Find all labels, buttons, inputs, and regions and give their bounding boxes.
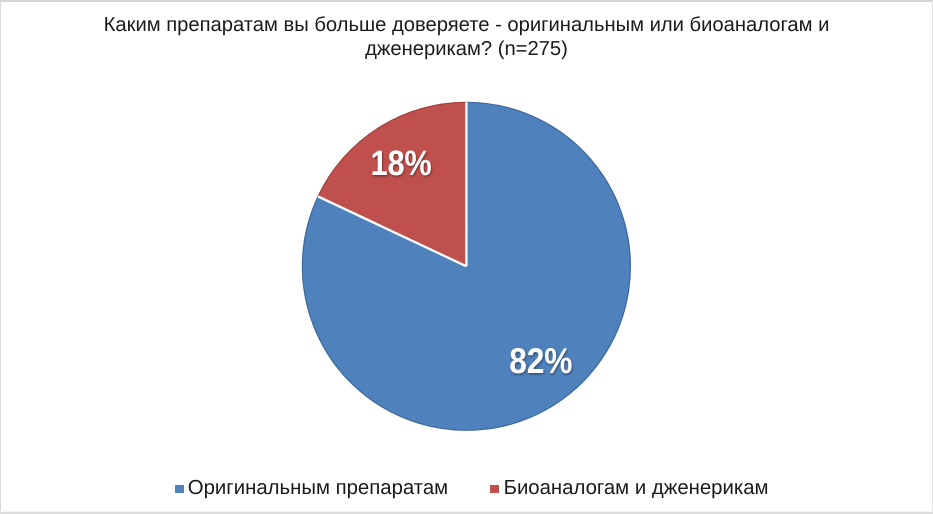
svg-text:18%: 18% [371,143,432,182]
svg-text:82%: 82% [509,341,572,381]
